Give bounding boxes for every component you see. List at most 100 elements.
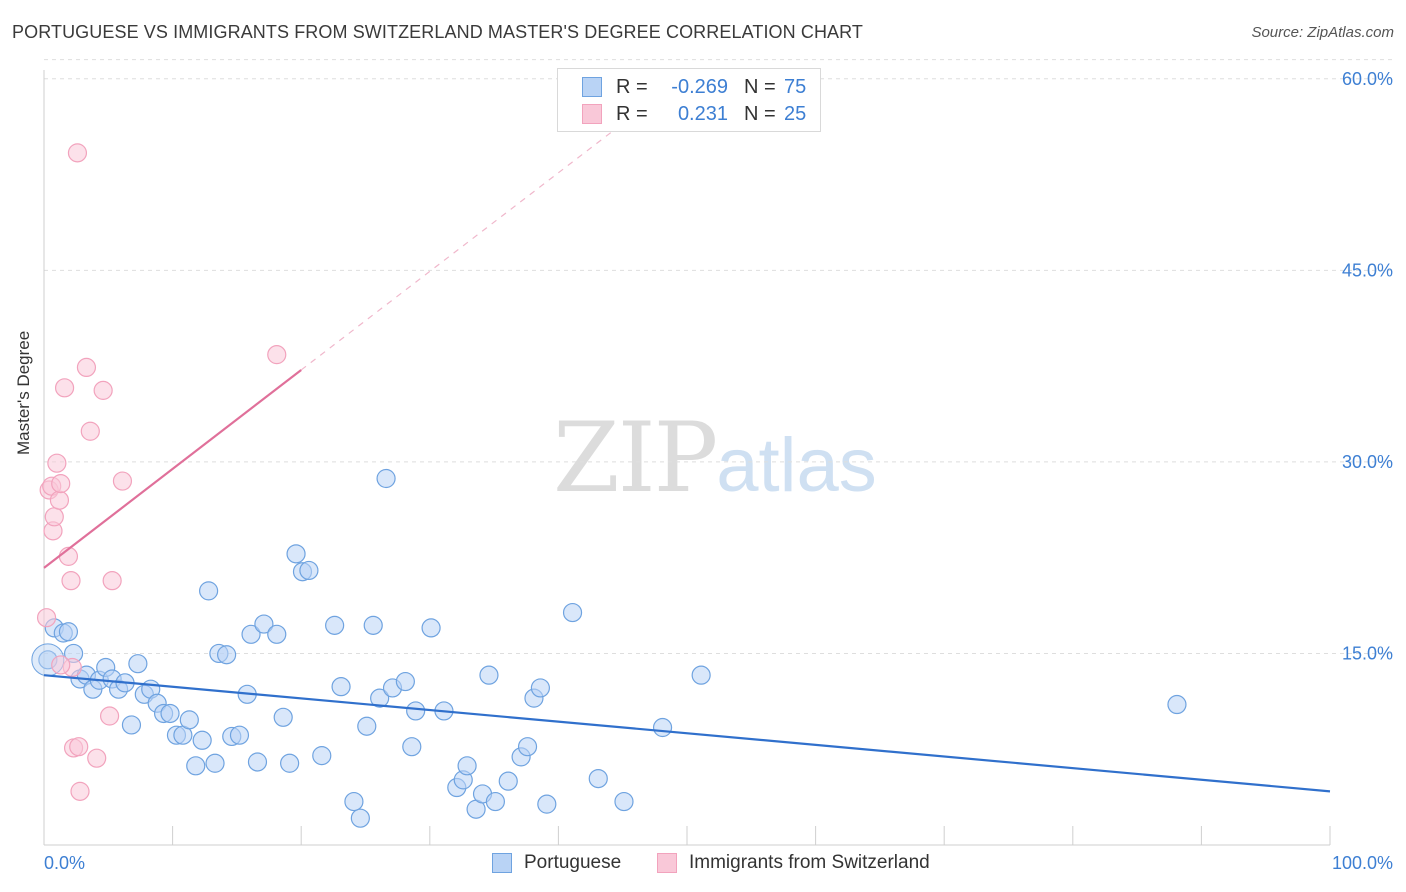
swiss-trend-line (43, 369, 302, 569)
swiss-point (51, 474, 71, 494)
series-legend: Portuguese Immigrants from Switzerland (0, 852, 1406, 878)
portuguese-point (205, 753, 225, 773)
portuguese-point (1167, 694, 1187, 715)
chart-title: PORTUGUESE VS IMMIGRANTS FROM SWITZERLAN… (12, 22, 864, 42)
legend-item-swiss[interactable]: Immigrants from Switzerland (657, 852, 930, 874)
portuguese-point (331, 677, 351, 697)
swiss-point (54, 378, 75, 398)
swiss-point (51, 655, 71, 675)
watermark-zip: ZIP (553, 402, 718, 514)
swiss-legend-swatch (657, 853, 677, 873)
portuguese-point (652, 717, 673, 738)
portuguese-point (370, 688, 390, 708)
portuguese-point (299, 560, 319, 581)
legend-r-label: R = (616, 102, 648, 125)
legend-n-label: N = (744, 102, 776, 125)
swiss-point (67, 143, 88, 163)
portuguese-point (273, 707, 293, 727)
portuguese-swatch (582, 77, 602, 97)
portuguese-point (562, 602, 583, 623)
swiss-point (49, 490, 70, 510)
portuguese-point (128, 654, 148, 674)
legend-r-value: -0.269 (671, 75, 728, 98)
correlation-legend: R = -0.269 N = 75 R = 0.231 N = 25 (557, 68, 821, 132)
portuguese-point (192, 730, 212, 750)
legend-r-value: 0.231 (677, 102, 728, 125)
swiss-point (61, 571, 81, 591)
portuguese-point (247, 752, 268, 772)
legend-label-swiss: Immigrants from Switzerland (689, 852, 930, 873)
portuguese-point (376, 468, 396, 489)
portuguese-point (530, 678, 550, 698)
portuguese-point (312, 746, 332, 766)
swiss-point (99, 706, 120, 726)
y-axis-label-text: Master's Degree (14, 330, 33, 455)
watermark-atlas: atlas (716, 423, 877, 508)
portuguese-point (325, 615, 345, 635)
swiss-point (76, 357, 97, 378)
portuguese-point (588, 768, 608, 789)
legend-row-swiss: R = 0.231 N = 25 (582, 102, 806, 126)
legend-item-portuguese[interactable]: Portuguese (492, 852, 621, 874)
legend-n-label: N = (744, 75, 776, 98)
swiss-point (112, 471, 133, 491)
y-tick-label: 15.0% (1342, 643, 1393, 663)
portuguese-point (254, 614, 274, 634)
portuguese-point (217, 645, 237, 665)
swiss-trend-extension (300, 123, 624, 371)
source-label: Source: ZipAtlas.com (1251, 24, 1394, 41)
watermark: ZIPatlas (553, 402, 877, 514)
portuguese-point (614, 791, 634, 812)
legend-label-portuguese: Portuguese (524, 852, 622, 873)
portuguese-point (691, 665, 711, 685)
portuguese-legend-swatch (492, 853, 512, 873)
portuguese-point (267, 624, 287, 644)
portuguese-point (186, 756, 206, 776)
portuguese-point (121, 715, 142, 735)
swiss-point (80, 421, 100, 441)
portuguese-point (537, 794, 557, 814)
portuguese-point (357, 716, 377, 736)
portuguese-point (517, 737, 538, 757)
swiss-point (267, 345, 287, 365)
swiss-point (70, 781, 90, 801)
y-tick-label: 30.0% (1342, 452, 1393, 472)
legend-r-label: R = (616, 75, 648, 98)
swiss-swatch (582, 104, 602, 124)
portuguese-point (199, 581, 219, 601)
portuguese-point (479, 665, 499, 685)
legend-row-portuguese: R = -0.269 N = 75 (582, 75, 806, 99)
legend-n-value: 25 (784, 102, 807, 125)
swiss-point (69, 737, 89, 757)
portuguese-point (58, 622, 79, 642)
x-tick-label: 0.0% (44, 853, 85, 873)
portuguese-point (406, 701, 426, 721)
portuguese-point (402, 737, 422, 757)
swiss-point (47, 453, 67, 473)
swiss-point (87, 748, 107, 768)
y-tick-label: 45.0% (1342, 260, 1393, 280)
swiss-point (93, 380, 113, 400)
legend-n-value: 75 (784, 75, 807, 98)
y-tick-label: 60.0% (1342, 69, 1393, 89)
portuguese-point (179, 710, 199, 730)
portuguese-point (286, 544, 306, 564)
portuguese-point (498, 771, 518, 791)
x-tick-label: 100.0% (1332, 853, 1393, 873)
swiss-point (44, 507, 64, 527)
portuguese-point (160, 703, 180, 724)
portuguese-point (421, 618, 441, 638)
portuguese-point (241, 624, 261, 644)
swiss-point (102, 571, 122, 591)
swiss-point (36, 608, 57, 628)
portuguese-point (344, 791, 364, 812)
portuguese-point (280, 753, 300, 773)
portuguese-point (363, 615, 383, 635)
portuguese-point (229, 725, 250, 745)
portuguese-trend-line (43, 674, 1331, 793)
portuguese-point (350, 808, 370, 828)
portuguese-point (457, 756, 477, 776)
y-axis-label: Master's Degree (14, 331, 34, 455)
portuguese-point (485, 791, 505, 812)
